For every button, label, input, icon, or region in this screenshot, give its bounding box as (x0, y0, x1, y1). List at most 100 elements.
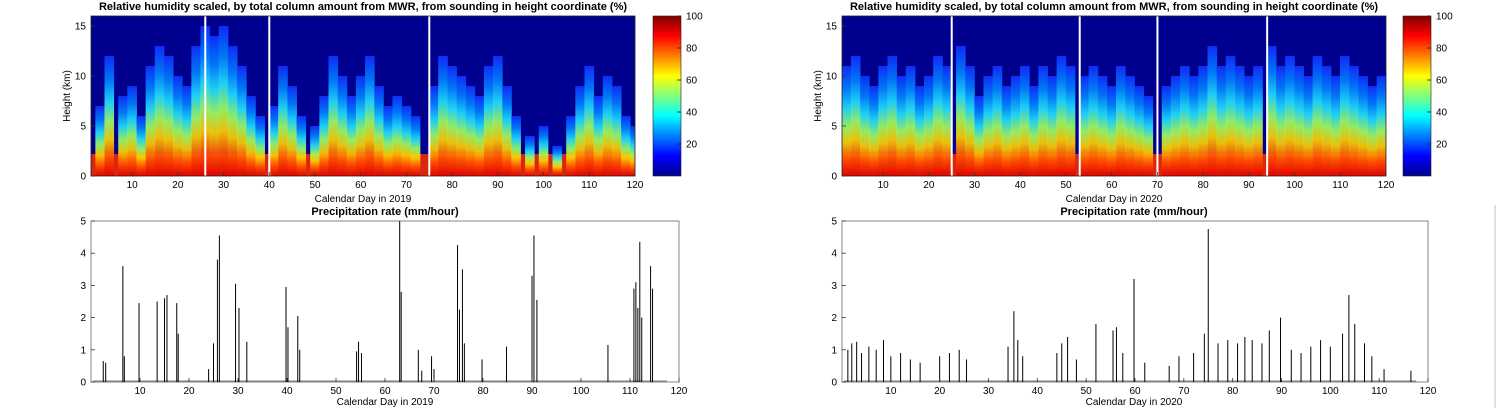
y-tick-label: 5 (831, 122, 837, 133)
rh-plot-frame-2019 (90, 15, 636, 177)
rh-data-gap (1156, 16, 1159, 176)
precip-title-2019: Precipitation rate (mm/hour) (311, 206, 459, 218)
rh-title-2020: Relative humidity scaled, by total colum… (850, 1, 1378, 13)
rh-column-2019 (296, 116, 307, 176)
x-tick-label: 40 (281, 386, 293, 397)
x-tick-label: 100 (573, 386, 590, 397)
rh-column-2020 (1207, 46, 1218, 176)
rh-column-2020 (1170, 76, 1181, 176)
rh-column-2020 (1216, 66, 1227, 176)
x-tick-label: 110 (1332, 180, 1348, 191)
rh-column-2020 (1225, 56, 1236, 176)
rh-xlabel-2020: Calendar Day in 2020 (1066, 194, 1163, 205)
rh-column-2019 (355, 76, 366, 176)
rh-column-2019 (337, 76, 348, 176)
precip-xlabel-2019: Calendar Day in 2019 (337, 397, 434, 408)
x-tick-label: 40 (1015, 180, 1027, 191)
y-tick-label: 1 (831, 345, 837, 356)
rh-data-gap (1266, 16, 1269, 176)
rh-column-2020 (1116, 66, 1126, 176)
colorbar-tick-label: 100 (1436, 12, 1453, 23)
rh-column-2020 (896, 76, 907, 176)
precip-xlabel-2020: Calendar Day in 2020 (1086, 397, 1183, 408)
rh-column-2020 (1358, 76, 1368, 176)
x-tick-label: 80 (1227, 386, 1239, 397)
y-tick-label: 0 (831, 172, 837, 183)
x-tick-label: 80 (447, 180, 459, 191)
x-tick-label: 30 (969, 180, 981, 191)
rh-column-2019 (95, 106, 105, 176)
rh-column-2019 (456, 76, 467, 176)
rh-column-2020 (1097, 76, 1108, 176)
x-tick-label: 110 (622, 386, 638, 397)
x-tick-label: 60 (1129, 386, 1141, 397)
x-tick-label: 20 (183, 386, 195, 397)
y-tick-label: 5 (80, 122, 86, 133)
x-tick-label: 90 (492, 180, 504, 191)
rh-xlabel-2019: Calendar Day in 2019 (315, 194, 412, 205)
rh-column-2019 (438, 56, 448, 176)
x-tick-label: 60 (1106, 180, 1118, 191)
rh-column-2020 (965, 66, 975, 176)
rh-data-gap (950, 16, 953, 176)
rh-column-2019 (575, 86, 585, 176)
rh-column-2019 (552, 146, 563, 176)
rh-column-2019 (392, 96, 403, 176)
y-tick-label: 0 (80, 172, 86, 183)
rh-column-2019 (246, 96, 256, 176)
x-tick-label: 50 (330, 386, 342, 397)
x-tick-label: 30 (232, 386, 244, 397)
x-tick-label: 90 (526, 386, 538, 397)
colorbar-2019 (652, 15, 682, 177)
x-tick-label: 80 (477, 386, 489, 397)
y-tick-label: 4 (80, 249, 86, 260)
colorbar-tick-label: 60 (1436, 76, 1448, 87)
y-tick-label: 4 (831, 249, 837, 260)
rh-column-2019 (127, 86, 137, 176)
rh-column-2019 (383, 106, 393, 176)
y-tick-label: 5 (80, 217, 86, 228)
rh-column-2019 (465, 86, 476, 176)
rh-data-gap (428, 16, 431, 176)
rh-column-2019 (374, 86, 384, 176)
x-tick-label: 100 (1322, 386, 1339, 397)
x-tick-label: 70 (1178, 386, 1190, 397)
rh-column-2019 (630, 126, 635, 176)
rh-column-2019 (209, 36, 220, 176)
precip-plot-frame-2019 (90, 220, 680, 383)
rh-column-2020 (1321, 66, 1332, 176)
rh-column-2020 (1303, 76, 1314, 176)
rh-column-2019 (525, 136, 535, 176)
rh-column-2020 (933, 56, 943, 176)
rh-column-2019 (269, 106, 279, 176)
rh-column-2019 (136, 116, 147, 176)
precip-chart-2020: Precipitation rate (mm/hour) 10 20 30 40 50 6… (831, 206, 1436, 408)
rh-column-2020 (1079, 76, 1090, 176)
rh-column-2019 (410, 116, 421, 176)
rh-column-2019 (191, 46, 201, 176)
rh-column-2020 (1285, 56, 1295, 176)
rh-column-2019 (511, 116, 521, 176)
rh-column-2020 (1276, 66, 1286, 176)
rh-column-2020 (1376, 76, 1386, 176)
rh-column-2019 (227, 46, 238, 176)
rh-column-2020 (1312, 56, 1323, 176)
x-tick-label: 50 (1060, 180, 1072, 191)
rh-column-2019 (429, 86, 439, 176)
y-tick-label: 10 (75, 72, 87, 83)
rh-column-2020 (1349, 66, 1359, 176)
rh-column-2020 (1143, 96, 1154, 176)
rh-column-2020 (1125, 76, 1135, 176)
rh-column-2020 (1106, 86, 1117, 176)
rh-column-2019 (173, 76, 183, 176)
rh-column-2019 (483, 66, 494, 176)
x-tick-label: 90 (1243, 180, 1255, 191)
rh-column-2020 (924, 76, 934, 176)
rh-column-2020 (1189, 76, 1199, 176)
x-tick-label: 120 (1420, 386, 1437, 397)
rh-column-2020 (1161, 86, 1172, 176)
rh-column-2020 (887, 56, 898, 176)
rh-plot-frame-2020 (841, 15, 1387, 177)
rh-column-2020 (1001, 86, 1012, 176)
